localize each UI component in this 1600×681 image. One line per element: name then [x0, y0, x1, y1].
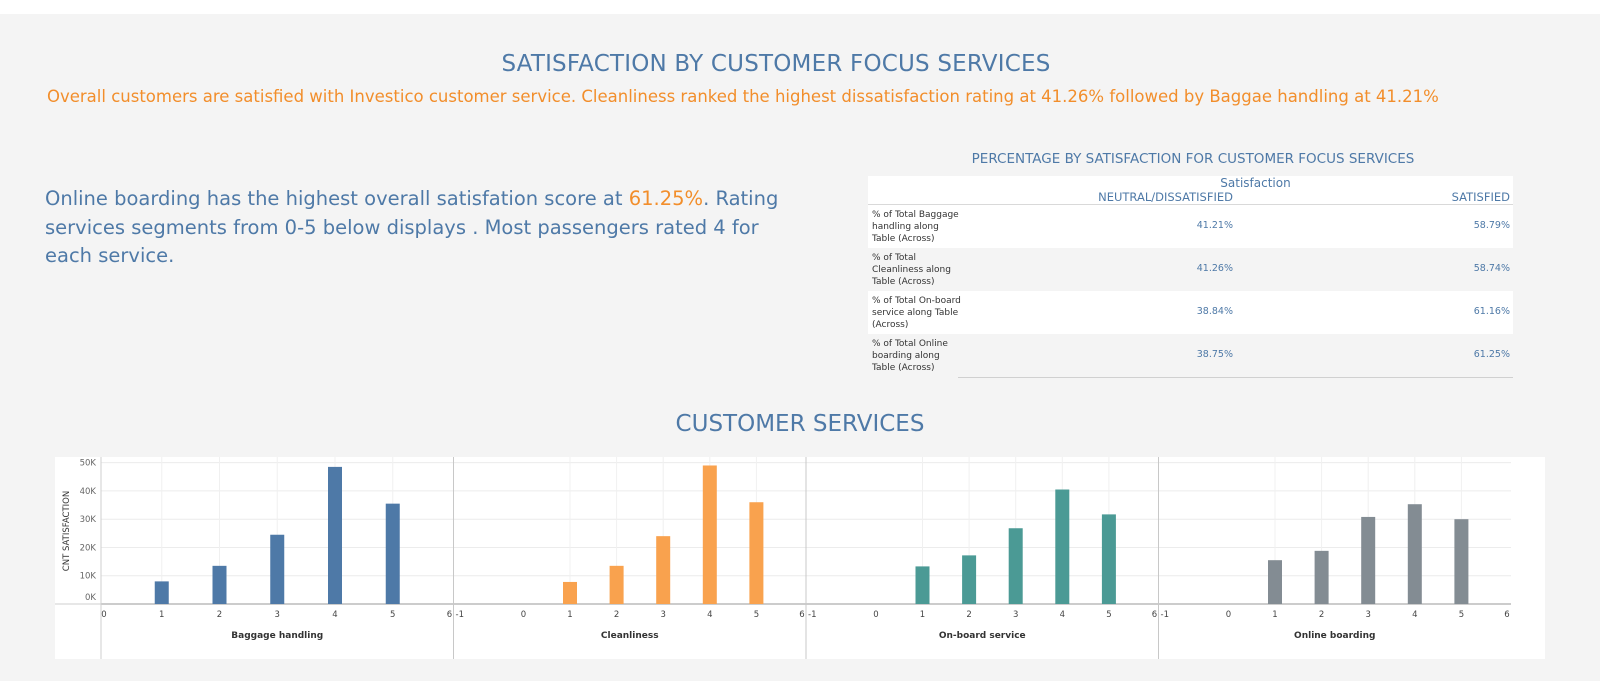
bar [212, 565, 227, 604]
bar [154, 581, 169, 604]
row-satisfied-value: 61.25% [1473, 349, 1510, 360]
y-tick-label: 0K [85, 593, 96, 603]
row-neutral-value: 41.21% [1196, 220, 1233, 231]
x-tick-label: -1 [808, 610, 816, 620]
row-label: % of Total On-board service along Table … [872, 296, 961, 330]
table-row: % of Total Cleanliness along Table (Acro… [868, 248, 1513, 291]
bar [1454, 519, 1469, 604]
y-tick-label: 50K [80, 459, 97, 469]
y-axis-title: CNT SATISFACTION [62, 491, 72, 571]
table-bottom-rule [958, 377, 1513, 378]
row-label: % of Total Baggage handling along Table … [872, 210, 959, 244]
bar [563, 581, 577, 604]
chart-section-title: CUSTOMER SERVICES [675, 411, 925, 437]
x-tick-label: 0 [101, 610, 106, 620]
insight-part2: . Rating services segments from 0-5 belo… [45, 187, 779, 267]
x-tick-label: 0 [1226, 610, 1231, 620]
x-tick-label: 2 [966, 610, 971, 620]
row-neutral-value: 38.75% [1196, 349, 1233, 360]
x-tick-label: 4 [1412, 610, 1417, 620]
table-title: PERCENTAGE BY SATISFACTION FOR CUSTOMER … [971, 151, 1415, 167]
column-neutral: NEUTRAL/DISSATISFIED [1098, 190, 1233, 204]
x-tick-label: 2 [217, 610, 222, 620]
page-title: SATISFACTION BY CUSTOMER FOCUS SERVICES [501, 51, 1051, 77]
x-tick-label: 0 [521, 610, 526, 620]
x-tick-label: 1 [1272, 610, 1277, 620]
customer-services-bar-chart: 0K 10K 20K 30K 40K 50K CNT SATISFACTION 0 1 2 3 4 5 6… [55, 457, 1545, 659]
bar [1268, 560, 1282, 604]
bar [915, 566, 930, 604]
top-band [0, 0, 1600, 14]
x-tick-label: 5 [390, 610, 395, 620]
x-tick-label: 1 [567, 610, 572, 620]
x-tick-label: 6 [1504, 610, 1509, 620]
insight-highlight: 61.25% [628, 187, 704, 210]
column-caption: Satisfaction [1220, 176, 1291, 190]
bar [270, 534, 285, 604]
panel-label: Baggage handling [231, 631, 323, 641]
x-tick-label: -1 [1161, 610, 1169, 620]
y-tick-label: 30K [80, 515, 97, 525]
row-satisfied-value: 58.79% [1473, 220, 1510, 231]
x-tick-label: 3 [1013, 610, 1018, 620]
panel-label: On-board service [939, 631, 1026, 641]
x-tick-label: 4 [332, 610, 337, 620]
table-row: % of Total Baggage handling along Table … [868, 205, 1513, 248]
x-tick-label: 1 [920, 610, 925, 620]
bar [1008, 528, 1023, 604]
y-tick-label: 40K [80, 487, 97, 497]
x-tick-label: 3 [1365, 610, 1370, 620]
x-tick-label: 4 [1060, 610, 1065, 620]
x-tick-label: 5 [754, 610, 759, 620]
y-tick-label: 10K [80, 572, 97, 582]
row-label: % of Total Cleanliness along Table (Acro… [872, 253, 951, 287]
row-neutral-value: 38.84% [1196, 306, 1233, 317]
bar [749, 502, 764, 604]
row-neutral-value: 41.26% [1196, 263, 1233, 274]
row-satisfied-value: 61.16% [1473, 306, 1510, 317]
row-label: % of Total Online boarding along Table (… [872, 339, 948, 373]
bar [609, 565, 624, 604]
x-tick-label: 5 [1106, 610, 1111, 620]
panel-label: Online boarding [1294, 631, 1375, 641]
bar [1314, 550, 1329, 604]
bar [702, 465, 717, 604]
x-tick-label: 2 [1319, 610, 1324, 620]
table-header: Satisfaction NEUTRAL/DISSATISFIED SATISF… [868, 176, 1513, 205]
bar [1101, 514, 1116, 604]
satisfaction-table: Satisfaction NEUTRAL/DISSATISFIED SATISF… [868, 176, 1513, 378]
table-row: % of Total Online boarding along Table (… [868, 334, 1513, 377]
bar [328, 466, 342, 604]
y-tick-label: 20K [80, 543, 97, 553]
insight-part1: Online boarding has the highest overall … [45, 187, 629, 210]
bar [656, 536, 671, 604]
x-tick-label: 6 [1152, 610, 1157, 620]
bar [1407, 504, 1422, 604]
x-tick-label: 0 [873, 610, 878, 620]
x-tick-label: 2 [614, 610, 619, 620]
bar [385, 503, 400, 604]
insight-text: Online boarding has the highest overall … [45, 185, 785, 271]
page-subtitle: Overall customers are satisfied with Inv… [47, 87, 1439, 106]
bar [1055, 489, 1070, 604]
bar [1361, 516, 1376, 604]
x-tick-label: 1 [159, 610, 164, 620]
bar [962, 555, 977, 604]
x-tick-label: 5 [1459, 610, 1464, 620]
x-tick-label: -1 [456, 610, 464, 620]
x-tick-label: 6 [447, 610, 452, 620]
x-tick-label: 3 [275, 610, 280, 620]
x-tick-label: 4 [707, 610, 712, 620]
x-tick-label: 6 [799, 610, 804, 620]
x-tick-label: 3 [660, 610, 665, 620]
panel-label: Cleanliness [601, 631, 659, 641]
row-satisfied-value: 58.74% [1473, 263, 1510, 274]
table-row: % of Total On-board service along Table … [868, 291, 1513, 334]
column-satisfied: SATISFIED [1451, 190, 1510, 204]
